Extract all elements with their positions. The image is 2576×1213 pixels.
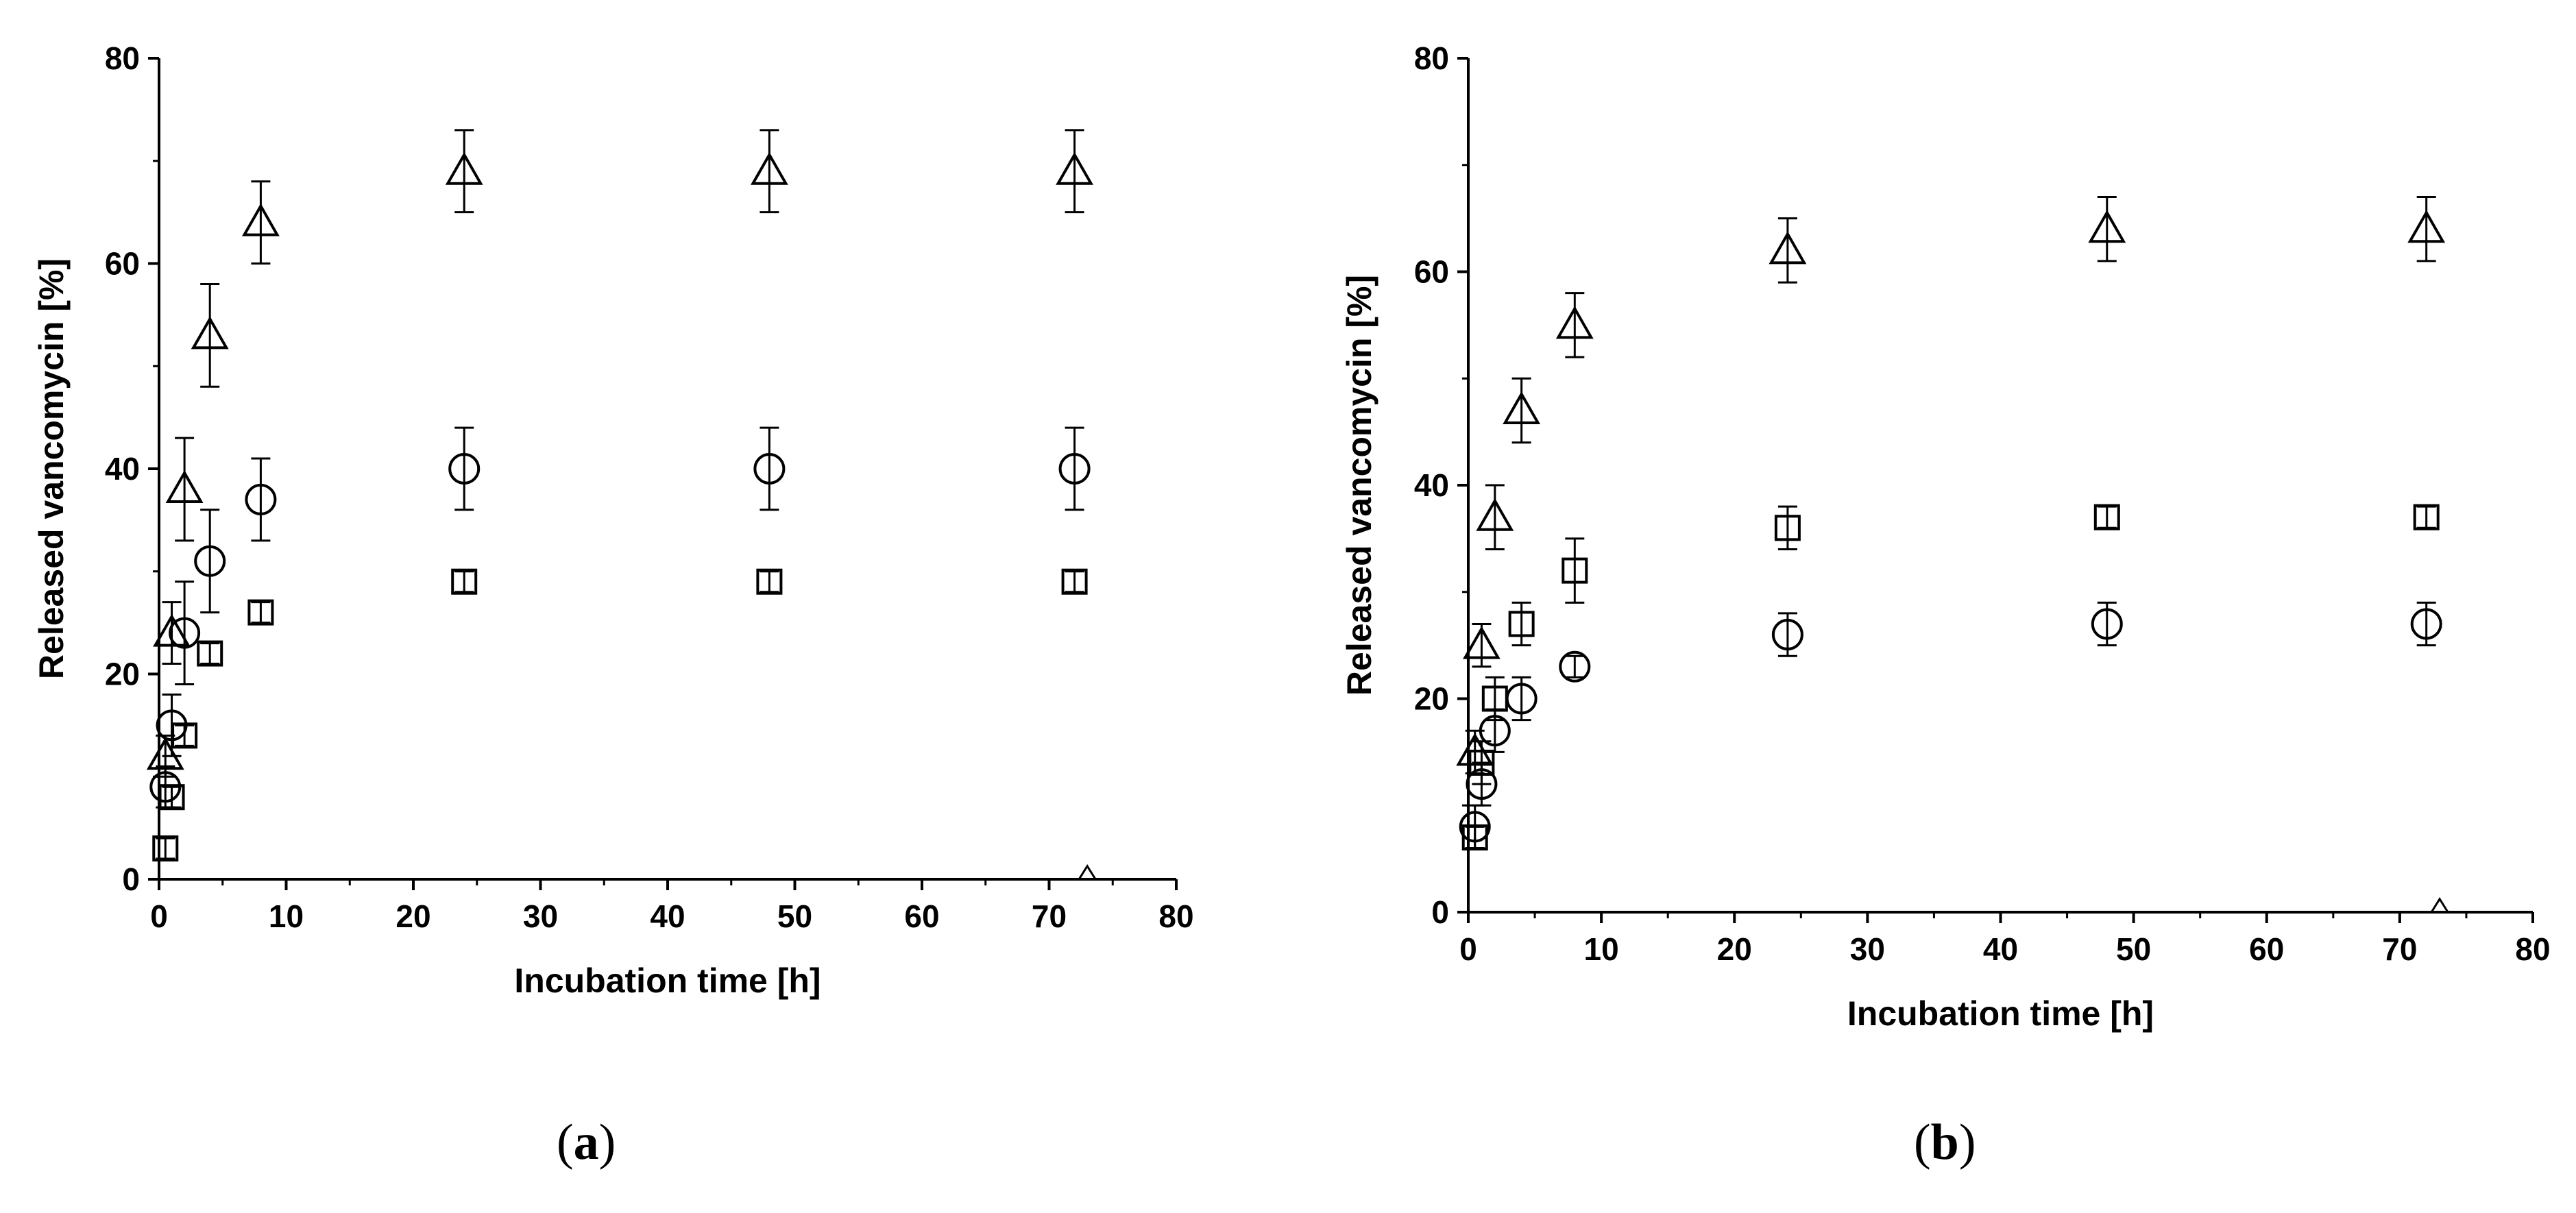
x-tick-label: 50	[2116, 931, 2151, 967]
data-point-circle	[245, 483, 277, 515]
data-point-square	[197, 640, 223, 667]
x-tick-label: 60	[904, 898, 939, 934]
data-point-triangle	[165, 469, 204, 503]
data-point-triangle	[191, 316, 229, 350]
x-tick-label: 40	[1983, 931, 2018, 967]
data-point-circle	[1505, 683, 1538, 715]
x-tick-label: 10	[1584, 931, 1619, 967]
data-point-circle	[2410, 608, 2442, 640]
series-square	[152, 568, 1088, 862]
y-tick-label: 60	[105, 246, 140, 282]
series-square	[1461, 504, 2440, 850]
data-point-circle	[1479, 715, 1511, 747]
data-point-triangle	[2088, 210, 2126, 243]
x-tick-label: 30	[523, 898, 558, 934]
data-point-circle	[169, 617, 201, 649]
data-point-square	[171, 722, 198, 749]
x-tick-label: 50	[777, 898, 812, 934]
data-point-circle	[448, 453, 481, 485]
data-point-circle	[1559, 650, 1591, 683]
data-point-circle	[753, 453, 786, 485]
y-tick-label: 20	[1414, 681, 1449, 717]
data-point-square	[152, 835, 179, 862]
caption-a: (a)	[557, 1114, 616, 1171]
stray-triangle-mark	[2429, 896, 2450, 914]
data-point-square	[2413, 504, 2440, 530]
data-point-square	[1061, 568, 1088, 595]
data-point-square	[2093, 504, 2120, 530]
caption-b: (b)	[1914, 1114, 1976, 1171]
data-point-circle	[2091, 608, 2123, 640]
y-axis-title: Released vancomycin [%]	[32, 258, 71, 679]
x-tick-label: 80	[1158, 898, 1193, 934]
data-point-triangle	[1056, 151, 1094, 185]
data-point-triangle	[1462, 626, 1500, 659]
data-point-triangle	[750, 151, 788, 185]
series-circle	[149, 426, 1091, 809]
data-point-circle	[1058, 453, 1091, 485]
data-point-triangle	[1476, 498, 1514, 531]
data-point-circle	[1459, 811, 1491, 843]
data-point-square	[1774, 515, 1801, 541]
data-point-circle	[194, 545, 226, 577]
caption-a-letter: a	[573, 1114, 599, 1171]
x-tick-label: 40	[650, 898, 685, 934]
data-point-triangle	[241, 203, 280, 236]
x-tick-label: 20	[396, 898, 430, 934]
data-point-triangle	[1555, 306, 1594, 339]
data-point-square	[1508, 611, 1535, 637]
x-tick-label: 30	[1850, 931, 1885, 967]
y-tick-label: 60	[1414, 254, 1449, 290]
x-tick-label: 70	[1032, 898, 1067, 934]
data-point-triangle	[153, 613, 191, 647]
series-circle	[1459, 601, 2442, 850]
y-tick-label: 40	[105, 451, 140, 487]
data-point-square	[1562, 557, 1588, 584]
x-axis-title: Incubation time [h]	[514, 961, 821, 1000]
y-tick-label: 0	[122, 861, 140, 897]
data-point-triangle	[445, 151, 483, 185]
y-axis-title: Released vancomycin [%]	[1340, 275, 1378, 696]
y-tick-label: 20	[105, 657, 140, 692]
data-point-circle	[1771, 619, 1803, 651]
data-point-triangle	[2407, 210, 2446, 243]
x-tick-label: 70	[2382, 931, 2417, 967]
data-point-triangle	[1503, 391, 1541, 424]
x-tick-label: 60	[2249, 931, 2284, 967]
data-point-triangle	[1769, 231, 1807, 265]
chart-panel-b: 0 10 20 30 40 50 60 70 80 0 20 40 60 80 Incubation tim…	[1340, 40, 2551, 1033]
y-tick-label: 40	[1414, 467, 1449, 503]
chart-panel-a: 0 10 20 30 40 50 60 70 80 0 20 40 60 80 Incubation tim…	[32, 40, 1194, 1000]
x-tick-label: 10	[269, 898, 304, 934]
data-point-square	[451, 568, 478, 595]
y-tick-label: 80	[105, 40, 140, 76]
data-point-circle	[1466, 768, 1498, 800]
data-point-square	[756, 568, 783, 595]
caption-b-letter: b	[1930, 1114, 1959, 1171]
x-tick-label: 80	[2515, 931, 2550, 967]
series-triangle	[1456, 195, 2446, 775]
data-point-square	[247, 599, 274, 626]
x-tick-label: 20	[1717, 931, 1752, 967]
stray-triangle-mark	[1077, 863, 1097, 881]
y-tick-label: 80	[1414, 40, 1449, 76]
x-axis-title: Incubation time [h]	[1847, 994, 2154, 1033]
data-point-square	[158, 784, 185, 811]
y-tick-label: 0	[1431, 894, 1449, 930]
x-tick-label: 0	[1459, 931, 1477, 967]
series-triangle	[146, 129, 1094, 778]
x-tick-label: 0	[150, 898, 168, 934]
